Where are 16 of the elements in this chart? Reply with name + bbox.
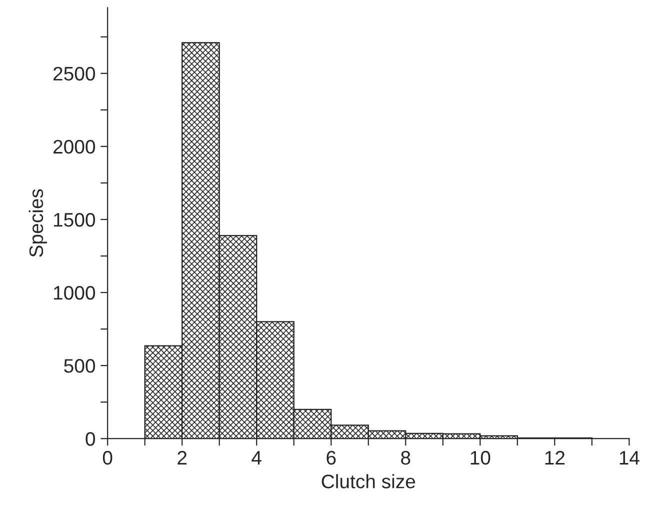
y-tick-label: 0 — [86, 432, 96, 446]
x-tick-label: 6 — [326, 450, 336, 465]
x-tick-label: 10 — [470, 450, 490, 465]
y-axis-title: Species — [28, 189, 47, 257]
x-tick-label: 14 — [620, 451, 640, 464]
x-tick-label: 8 — [401, 450, 410, 465]
y-tick-label: 1000 — [54, 286, 96, 300]
y-tick-label: 2500 — [54, 66, 96, 81]
y-tick-label: 1500 — [54, 212, 96, 227]
x-tick-label: 4 — [252, 451, 262, 464]
x-tick-label: 12 — [545, 450, 565, 464]
x-tick-label: 0 — [102, 450, 112, 465]
y-tick-label: 500 — [64, 359, 96, 373]
y-tick-label: 2000 — [54, 140, 96, 154]
x-tick-label: 2 — [178, 450, 187, 464]
x-axis-title: Clutch size — [322, 474, 416, 488]
